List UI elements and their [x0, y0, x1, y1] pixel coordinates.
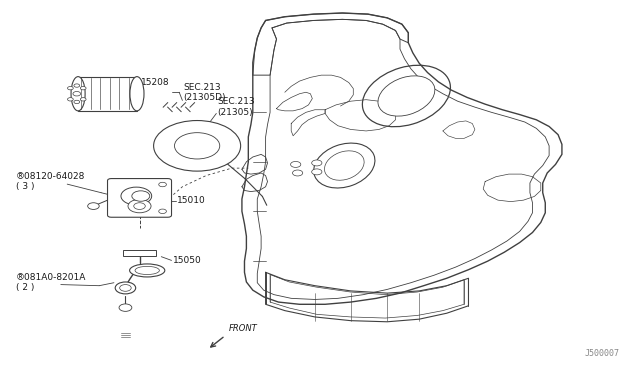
Circle shape: [134, 203, 145, 209]
Bar: [78, 77, 137, 111]
Text: ®08120-64028
( 3 ): ®08120-64028 ( 3 ): [16, 172, 85, 191]
Circle shape: [128, 199, 151, 213]
Text: FRONT: FRONT: [228, 324, 257, 333]
Text: ®081A0-8201A
( 2 ): ®081A0-8201A ( 2 ): [16, 273, 86, 292]
Circle shape: [159, 209, 166, 214]
Ellipse shape: [135, 266, 159, 275]
Circle shape: [74, 84, 80, 87]
Ellipse shape: [130, 264, 165, 277]
Text: SEC.213
(21305D): SEC.213 (21305D): [184, 83, 226, 102]
Text: 15050: 15050: [173, 256, 202, 265]
Circle shape: [81, 86, 86, 90]
Circle shape: [119, 304, 132, 311]
Circle shape: [68, 98, 73, 101]
Circle shape: [291, 161, 301, 167]
Circle shape: [73, 92, 81, 96]
Ellipse shape: [130, 77, 144, 111]
Ellipse shape: [378, 76, 435, 116]
Text: J500007: J500007: [584, 349, 620, 358]
Circle shape: [154, 121, 241, 171]
Ellipse shape: [71, 77, 85, 111]
Circle shape: [74, 100, 80, 103]
Circle shape: [312, 169, 322, 175]
Text: SEC.213
(21305): SEC.213 (21305): [218, 97, 255, 117]
Ellipse shape: [324, 151, 364, 180]
Ellipse shape: [314, 143, 375, 188]
Circle shape: [292, 170, 303, 176]
Circle shape: [115, 282, 136, 294]
Text: 15010: 15010: [177, 196, 206, 205]
Circle shape: [81, 98, 86, 101]
Circle shape: [159, 182, 166, 187]
Circle shape: [120, 285, 131, 291]
Circle shape: [121, 187, 152, 205]
Bar: [123, 250, 156, 256]
FancyBboxPatch shape: [108, 179, 172, 217]
Circle shape: [88, 203, 99, 209]
Ellipse shape: [362, 65, 451, 127]
Text: 15208: 15208: [141, 78, 170, 87]
Circle shape: [132, 191, 150, 201]
Circle shape: [175, 133, 220, 159]
Circle shape: [68, 86, 73, 90]
Circle shape: [312, 160, 322, 166]
